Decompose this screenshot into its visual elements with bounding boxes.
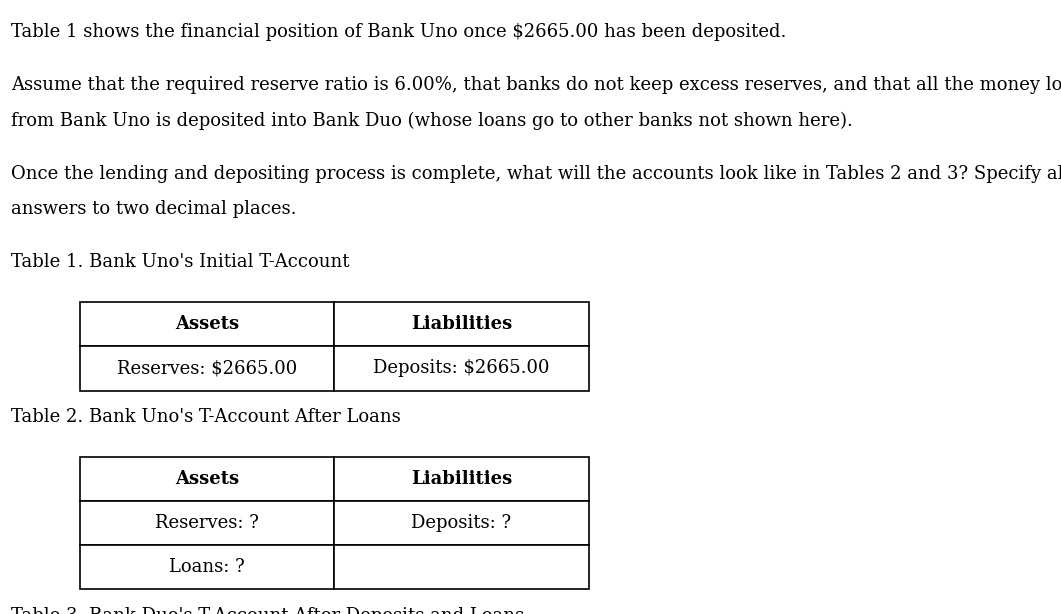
Text: Deposits: $2665.00: Deposits: $2665.00 <box>373 359 550 378</box>
Text: Table 2. Bank Uno's T-Account After Loans: Table 2. Bank Uno's T-Account After Loan… <box>11 408 400 426</box>
Text: Liabilities: Liabilities <box>411 315 512 333</box>
Text: Loans: ?: Loans: ? <box>169 558 245 577</box>
Bar <box>80 302 334 346</box>
Text: Table 1. Bank Uno's Initial T-Account: Table 1. Bank Uno's Initial T-Account <box>11 253 349 271</box>
Bar <box>334 501 589 545</box>
Text: Table 3. Bank Duo's T-Account After Deposits and Loans: Table 3. Bank Duo's T-Account After Depo… <box>11 607 524 614</box>
Bar <box>334 302 589 346</box>
Text: Table 1 shows the financial position of Bank Uno once $2665.00 has been deposite: Table 1 shows the financial position of … <box>11 23 786 41</box>
Text: Once the lending and depositing process is complete, what will the accounts look: Once the lending and depositing process … <box>11 165 1061 182</box>
Bar <box>80 346 334 391</box>
Bar <box>80 457 334 501</box>
Text: Deposits: ?: Deposits: ? <box>412 514 511 532</box>
Bar <box>334 545 589 589</box>
Bar <box>80 545 334 589</box>
Bar <box>80 501 334 545</box>
Bar <box>334 457 589 501</box>
Text: from Bank Uno is deposited into Bank Duo (whose loans go to other banks not show: from Bank Uno is deposited into Bank Duo… <box>11 112 852 130</box>
Text: Assets: Assets <box>175 315 239 333</box>
Text: Reserves: $2665.00: Reserves: $2665.00 <box>117 359 297 378</box>
Bar <box>334 346 589 391</box>
Text: answers to two decimal places.: answers to two decimal places. <box>11 200 296 218</box>
Text: Liabilities: Liabilities <box>411 470 512 488</box>
Text: Assets: Assets <box>175 470 239 488</box>
Text: Reserves: ?: Reserves: ? <box>155 514 259 532</box>
Text: Assume that the required reserve ratio is 6.00%, that banks do not keep excess r: Assume that the required reserve ratio i… <box>11 76 1061 94</box>
